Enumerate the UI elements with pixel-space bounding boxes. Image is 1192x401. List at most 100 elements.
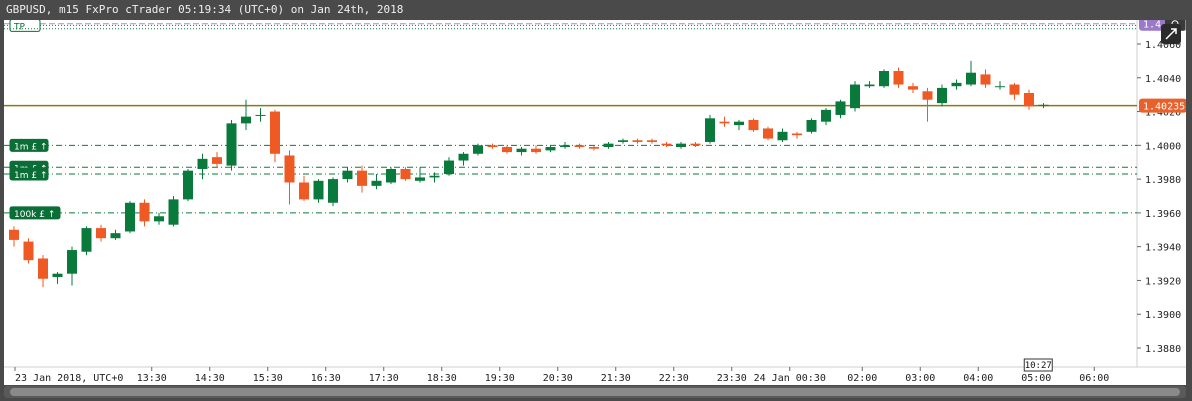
candle-body bbox=[661, 143, 672, 146]
x-tick-label: 20:30 bbox=[543, 373, 573, 384]
y-tick-label: 1.4000 bbox=[1145, 141, 1181, 152]
candle-body bbox=[821, 109, 831, 122]
candle-body bbox=[908, 86, 918, 90]
window-title: GBPUSD, m15 FxPro cTrader 05:19:34 (UTC+… bbox=[6, 3, 404, 16]
x-tick-label: 16:30 bbox=[311, 373, 341, 384]
candle-body bbox=[690, 143, 701, 146]
candle-body bbox=[154, 216, 164, 222]
candle-body bbox=[400, 168, 411, 180]
x-tick-label: 23 Jan 2018, UTC+0 bbox=[15, 373, 123, 384]
candle-body bbox=[676, 143, 686, 148]
x-tick-label: 24 Jan 00:30 bbox=[754, 373, 826, 384]
candle-body bbox=[183, 170, 193, 200]
candle-body bbox=[835, 101, 846, 115]
candle-body bbox=[168, 199, 179, 225]
order-label[interactable]: TP bbox=[13, 22, 25, 32]
x-tick-label: 05:00 bbox=[1021, 373, 1051, 384]
candle-body bbox=[951, 82, 962, 87]
candle-body bbox=[96, 228, 106, 239]
order-label-box[interactable] bbox=[9, 138, 49, 152]
candle-body bbox=[125, 202, 135, 232]
order-label[interactable]: 1m £ ↑ bbox=[14, 142, 47, 152]
candle-body bbox=[139, 202, 150, 222]
x-tick-label: 04:00 bbox=[963, 373, 993, 384]
candle-body bbox=[255, 114, 266, 116]
y-tick-label: 1.4040 bbox=[1145, 74, 1181, 85]
candle-body bbox=[734, 121, 744, 126]
order-label[interactable]: 1m £ ↑ bbox=[14, 171, 47, 181]
x-tick-label: 14:30 bbox=[195, 373, 225, 384]
candle-body bbox=[313, 180, 324, 200]
candle-body bbox=[705, 118, 715, 142]
candle-body bbox=[38, 258, 48, 279]
y-tick-label: 1.4020 bbox=[1145, 108, 1181, 119]
candle-body bbox=[226, 123, 237, 166]
candle-body bbox=[415, 177, 425, 181]
y-tick-label: 1.3920 bbox=[1145, 276, 1181, 287]
candle-body bbox=[748, 120, 759, 131]
chart-area[interactable]: 1.3880 1.3900 1.3920 1.3940 1.3960 1.3980 1.40… bbox=[4, 20, 1186, 385]
candle-body bbox=[357, 170, 367, 186]
purple-level-label: 1.4 bbox=[1143, 20, 1161, 31]
candle-body bbox=[473, 145, 483, 154]
candle-body bbox=[719, 121, 730, 124]
x-tick-label: 15:30 bbox=[253, 373, 283, 384]
x-tick-label: 21:30 bbox=[601, 373, 631, 384]
y-tick-label: 1.3900 bbox=[1145, 310, 1181, 321]
candle-body bbox=[23, 241, 34, 261]
candle-body bbox=[342, 170, 353, 180]
candle-body bbox=[212, 157, 222, 164]
candle-body bbox=[792, 133, 802, 136]
candle-body bbox=[1038, 104, 1049, 106]
order-label-box[interactable] bbox=[9, 206, 61, 220]
candle-body bbox=[618, 140, 628, 142]
candle-body bbox=[386, 168, 396, 183]
candle-body bbox=[574, 145, 585, 148]
candlestick-chart[interactable]: 1.38801.39001.39201.39401.39601.39801.40… bbox=[4, 20, 1186, 385]
candle-body bbox=[922, 91, 933, 100]
order-label[interactable]: 100k £ ↑ bbox=[14, 210, 55, 220]
candle-body bbox=[966, 72, 976, 85]
x-tick-label: 13:30 bbox=[137, 373, 167, 384]
y-tick-label: 1.3880 bbox=[1145, 344, 1181, 355]
candle-body bbox=[110, 233, 121, 239]
cursor-time-box bbox=[1023, 358, 1053, 372]
current-price-tag bbox=[1139, 98, 1186, 113]
y-tick-label: 1.4060 bbox=[1145, 40, 1181, 51]
candle-body bbox=[937, 87, 947, 104]
x-tick-label: 06:00 bbox=[1079, 373, 1109, 384]
candle-body bbox=[67, 250, 77, 274]
candle-body bbox=[197, 158, 208, 169]
candle-body bbox=[429, 175, 440, 178]
candle-body bbox=[777, 131, 788, 141]
candle-body bbox=[545, 147, 556, 151]
candle-body bbox=[647, 140, 657, 142]
candle-body bbox=[1024, 92, 1034, 107]
candle-body bbox=[864, 84, 875, 87]
x-tick-label: 02:00 bbox=[847, 373, 877, 384]
candle-body bbox=[284, 155, 295, 183]
candle-body bbox=[560, 145, 570, 148]
order-label-box[interactable] bbox=[9, 20, 41, 32]
candle-body bbox=[371, 180, 382, 186]
y-tick-label: 1.3960 bbox=[1145, 209, 1181, 220]
x-tick-label: 17:30 bbox=[369, 373, 399, 384]
candle-body bbox=[589, 147, 599, 149]
candle-body bbox=[632, 140, 643, 142]
x-tick-label: 22:30 bbox=[659, 373, 689, 384]
candle-body bbox=[806, 120, 817, 132]
candle-body bbox=[9, 229, 19, 240]
x-tick-label: 19:30 bbox=[485, 373, 515, 384]
candle-body bbox=[995, 86, 1005, 88]
candle-body bbox=[531, 148, 541, 153]
order-label-box[interactable] bbox=[9, 167, 49, 181]
y-tick-label: 1.3940 bbox=[1145, 243, 1181, 254]
y-tick-label: 1.3980 bbox=[1145, 175, 1181, 186]
candle-body bbox=[270, 111, 280, 154]
title-bar: GBPUSD, m15 FxPro cTrader 05:19:34 (UTC+… bbox=[0, 0, 1192, 20]
x-tick-label: 03:00 bbox=[905, 373, 935, 384]
scrollbar-thumb[interactable] bbox=[10, 388, 1180, 396]
candle-body bbox=[763, 128, 773, 139]
horizontal-scrollbar[interactable] bbox=[4, 386, 1186, 398]
